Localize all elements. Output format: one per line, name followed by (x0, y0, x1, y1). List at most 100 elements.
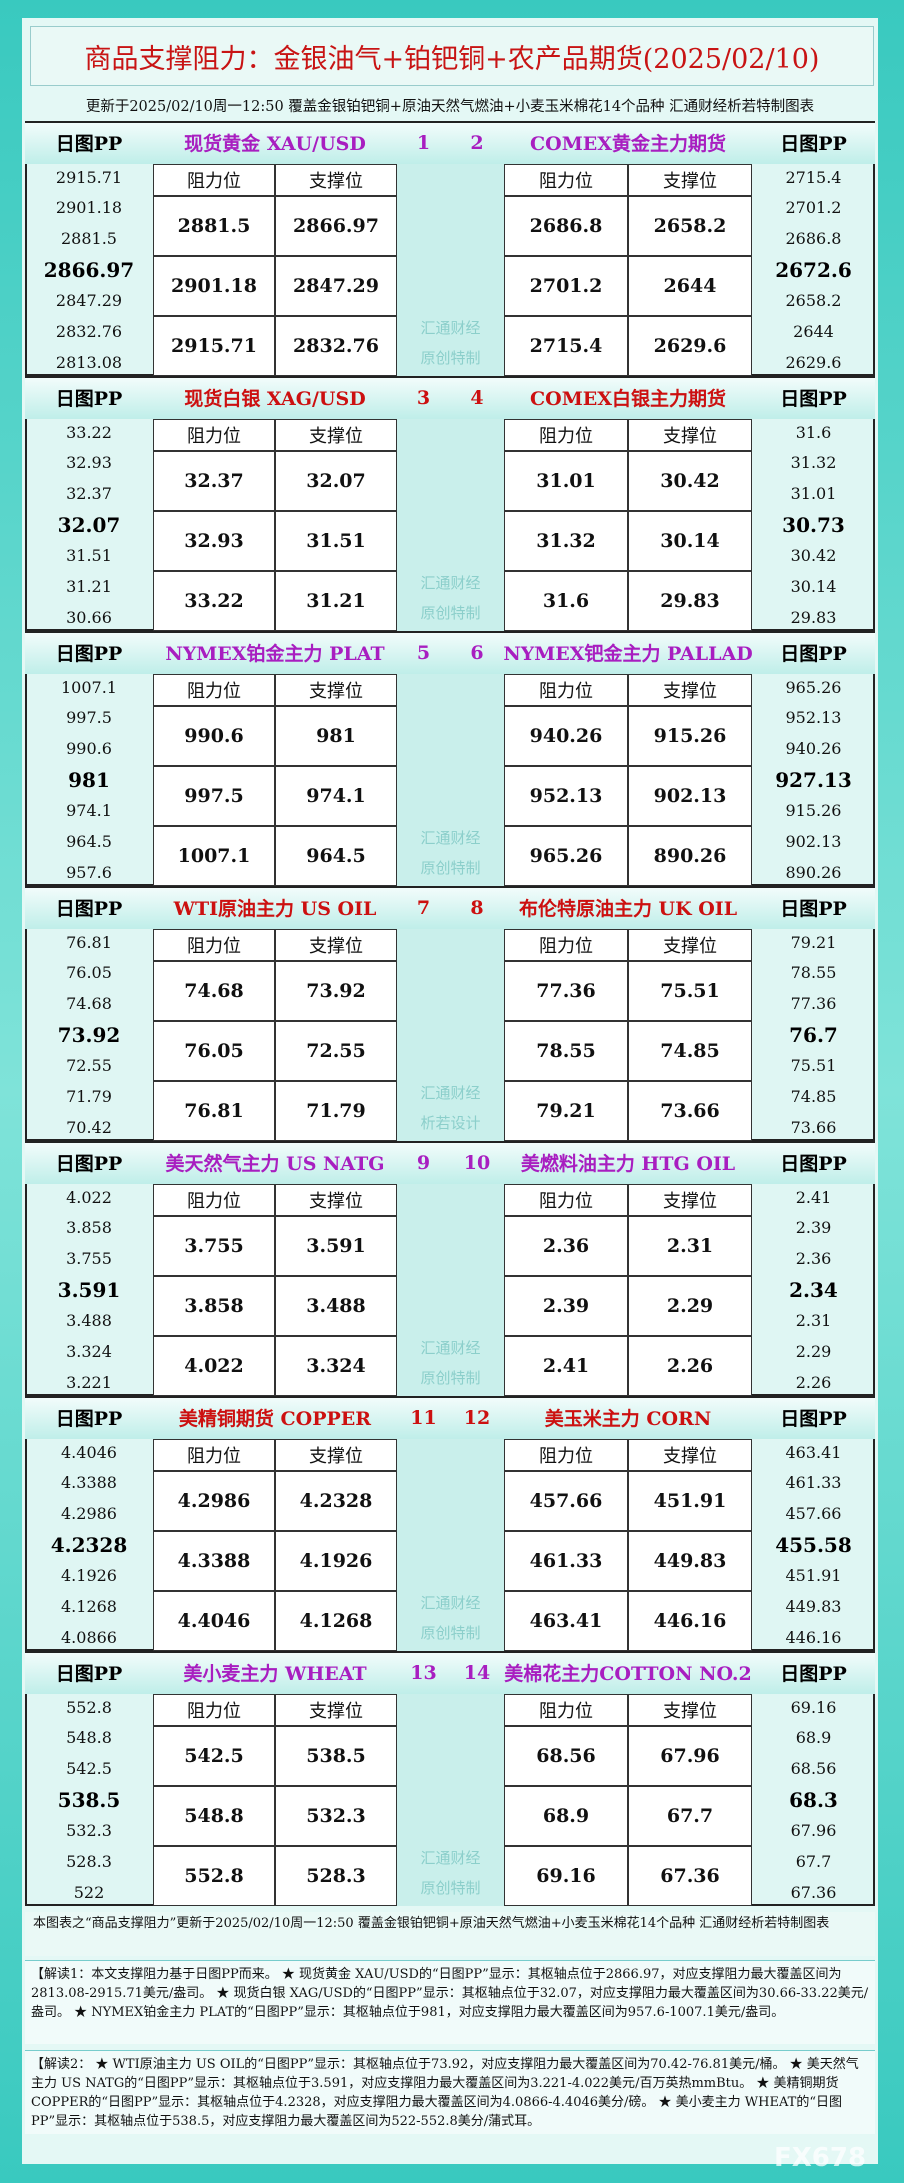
pp-value: 461.33 (785, 1473, 842, 1493)
support-value: 67.7 (628, 1786, 752, 1846)
support-value: 29.83 (628, 571, 752, 631)
table-header: 支撑位 (628, 929, 752, 961)
pp-value: 2915.71 (55, 167, 123, 187)
support-value: 32.07 (275, 451, 397, 511)
resistance-value: 4.022 (153, 1336, 275, 1396)
support-value: 71.79 (275, 1081, 397, 1141)
pp-value: 2.26 (795, 1372, 832, 1392)
resistance-value: 3.755 (153, 1216, 275, 1276)
support-value: 2.31 (628, 1216, 752, 1276)
support-value: 964.5 (275, 826, 397, 886)
product-name: 美玉米主力 CORN (544, 1408, 712, 1430)
pp-value: 4.3388 (61, 1473, 117, 1493)
pp-value: 952.13 (785, 708, 842, 728)
resistance-value: 31.32 (504, 511, 628, 571)
pp-value: 3.324 (66, 1341, 112, 1361)
support-value: 915.26 (628, 706, 752, 766)
pp-value: 67.7 (795, 1851, 832, 1871)
pp-value: 77.36 (790, 994, 837, 1014)
support-value: 446.16 (628, 1591, 752, 1651)
pp-value: 940.26 (785, 739, 842, 759)
pp-value: 455.58 (775, 1532, 852, 1557)
resistance-value: 2.39 (504, 1276, 628, 1336)
pp-label: 日图PP (780, 643, 847, 665)
pp-value: 30.42 (790, 546, 837, 566)
resistance-value: 3.858 (153, 1276, 275, 1336)
support-value: 30.42 (628, 451, 752, 511)
table-header: 支撑位 (275, 1184, 397, 1216)
table-header: 阻力位 (153, 164, 275, 196)
resistance-value: 542.5 (153, 1726, 275, 1786)
product-name: 现货黄金 XAU/USD (184, 133, 366, 155)
pp-value: 76.81 (66, 932, 112, 952)
subtitle: 更新于2025/02/10周一12:50 覆盖金银铂钯铜+原油天然气燃油+小麦玉… (85, 98, 815, 115)
table-header: 阻力位 (153, 1184, 275, 1216)
resistance-value: 457.66 (504, 1471, 628, 1531)
pp-value: 78.55 (790, 963, 837, 983)
product-number: 9 (416, 1151, 431, 1174)
pp-value: 2658.2 (785, 291, 842, 311)
resistance-value: 990.6 (153, 706, 275, 766)
pp-label: 日图PP (780, 1663, 847, 1685)
resistance-value: 2915.71 (153, 316, 275, 376)
product-number: 12 (463, 1406, 491, 1429)
pp-value: 2701.2 (785, 198, 842, 218)
table-header: 阻力位 (504, 164, 628, 196)
table-header: 支撑位 (275, 1439, 397, 1471)
product-number: 5 (416, 641, 431, 664)
middle-column (397, 674, 504, 886)
pp-value: 68.56 (790, 1759, 837, 1779)
pp-value: 73.66 (790, 1117, 837, 1137)
table-header: 阻力位 (504, 674, 628, 706)
table-header: 阻力位 (504, 929, 628, 961)
pp-value: 2644 (793, 321, 834, 341)
product-number: 6 (470, 641, 484, 664)
pp-value: 2715.4 (785, 167, 842, 187)
resistance-value: 2701.2 (504, 256, 628, 316)
product-number: 8 (470, 896, 484, 919)
pp-value: 68.9 (795, 1728, 832, 1748)
support-value: 67.96 (628, 1726, 752, 1786)
support-value: 4.1926 (275, 1531, 397, 1591)
resistance-value: 2881.5 (153, 196, 275, 256)
analysis: 【解读2： ★ WTI原油主力 US OIL的“日图PP”显示：其枢轴点位于73… (25, 2050, 875, 2134)
resistance-value: 940.26 (504, 706, 628, 766)
product-name: WTI原油主力 US OIL (173, 898, 377, 920)
pp-value: 33.22 (66, 422, 112, 442)
support-value: 67.36 (628, 1846, 752, 1906)
support-value: 73.92 (275, 961, 397, 1021)
middle-column (397, 164, 504, 376)
watermark: 汇通财经 (420, 318, 481, 337)
watermark: 汇通财经 (420, 828, 481, 847)
table-header: 支撑位 (628, 1184, 752, 1216)
watermark: 汇通财经 (420, 1083, 481, 1102)
pp-value: 446.16 (785, 1627, 842, 1647)
pp-label: 日图PP (55, 133, 123, 155)
pp-value: 2813.08 (55, 352, 123, 372)
support-value: 528.3 (275, 1846, 397, 1906)
pp-label: 日图PP (780, 388, 847, 410)
table-header: 支撑位 (628, 1694, 752, 1726)
product-name: NYMEX铂金主力 PLAT (165, 643, 385, 665)
resistance-value: 552.8 (153, 1846, 275, 1906)
pp-label: 日图PP (780, 898, 847, 920)
support-value: 890.26 (628, 826, 752, 886)
watermark: 原创特制 (420, 858, 481, 877)
watermark: 原创特制 (420, 1878, 481, 1897)
support-value: 73.66 (628, 1081, 752, 1141)
pp-value: 31.6 (795, 422, 832, 442)
resistance-value: 31.01 (504, 451, 628, 511)
resistance-value: 78.55 (504, 1021, 628, 1081)
resistance-value: 79.21 (504, 1081, 628, 1141)
pp-value: 32.07 (57, 512, 121, 537)
pp-value: 4.2986 (61, 1504, 117, 1524)
middle-column (397, 1184, 504, 1396)
pp-value: 3.591 (57, 1277, 121, 1302)
product-number: 14 (463, 1661, 491, 1684)
resistance-value: 2.36 (504, 1216, 628, 1276)
pp-value: 4.1926 (61, 1566, 117, 1586)
product-name: 美燃料油主力 HTG OIL (520, 1153, 736, 1175)
product-name: 美精铜期货 COPPER (178, 1408, 372, 1430)
product-number: 1 (416, 131, 431, 154)
